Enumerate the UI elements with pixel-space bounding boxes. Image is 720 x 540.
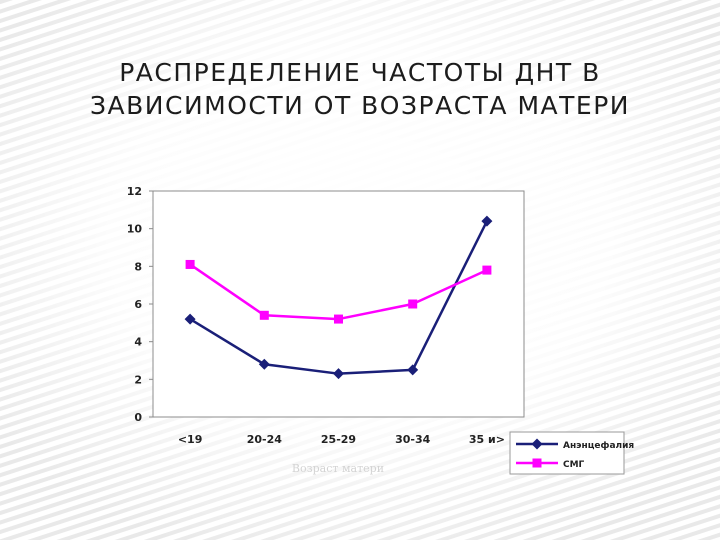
x-tick-label: 35 и> bbox=[469, 433, 505, 446]
slide-title: РАСПРЕДЕЛЕНИЕ ЧАСТОТЫ ДНТ В ЗАВИСИМОСТИ … bbox=[60, 56, 660, 122]
y-tick-label: 2 bbox=[134, 373, 142, 386]
data-point bbox=[184, 313, 196, 325]
legend-marker bbox=[531, 438, 543, 450]
slide-title-line-1: РАСПРЕДЕЛЕНИЕ ЧАСТОТЫ ДНТ В bbox=[119, 58, 601, 87]
data-point bbox=[408, 299, 418, 309]
legend-label: Анэнцефалия bbox=[563, 441, 634, 451]
legend-label: СМГ bbox=[563, 460, 585, 470]
slide-title-line-2: ЗАВИСИМОСТИ ОТ ВОЗРАСТА МАТЕРИ bbox=[90, 91, 630, 120]
y-tick-label: 10 bbox=[127, 223, 143, 236]
legend-item: СМГ bbox=[516, 458, 585, 470]
x-tick-label: 30-34 bbox=[395, 433, 431, 446]
x-tick-label: 25-29 bbox=[321, 433, 356, 446]
data-point bbox=[482, 265, 492, 275]
y-tick-label: 8 bbox=[134, 260, 142, 273]
legend-box bbox=[509, 431, 625, 475]
x-tick-label: 20-24 bbox=[247, 433, 283, 446]
data-point bbox=[407, 364, 419, 376]
legend: Анэнцефалия СМГ bbox=[509, 431, 634, 475]
y-tick-label: 12 bbox=[127, 185, 142, 198]
legend-item: Анэнцефалия bbox=[516, 438, 634, 451]
data-point bbox=[333, 368, 344, 380]
data-point bbox=[481, 215, 493, 227]
data-point bbox=[259, 310, 269, 320]
plot-area bbox=[152, 190, 525, 418]
series-1 bbox=[184, 215, 493, 380]
y-tick-label: 6 bbox=[134, 298, 142, 311]
y-tick-label: 4 bbox=[134, 336, 142, 349]
legend-marker bbox=[532, 458, 542, 468]
data-point bbox=[185, 259, 195, 269]
x-tick-label: <19 bbox=[178, 433, 203, 446]
data-point bbox=[258, 358, 270, 370]
y-tick-label: 0 bbox=[134, 411, 142, 424]
data-point bbox=[334, 314, 343, 324]
series-2 bbox=[185, 259, 492, 324]
x-axis-label: Возраст матери bbox=[292, 462, 384, 475]
